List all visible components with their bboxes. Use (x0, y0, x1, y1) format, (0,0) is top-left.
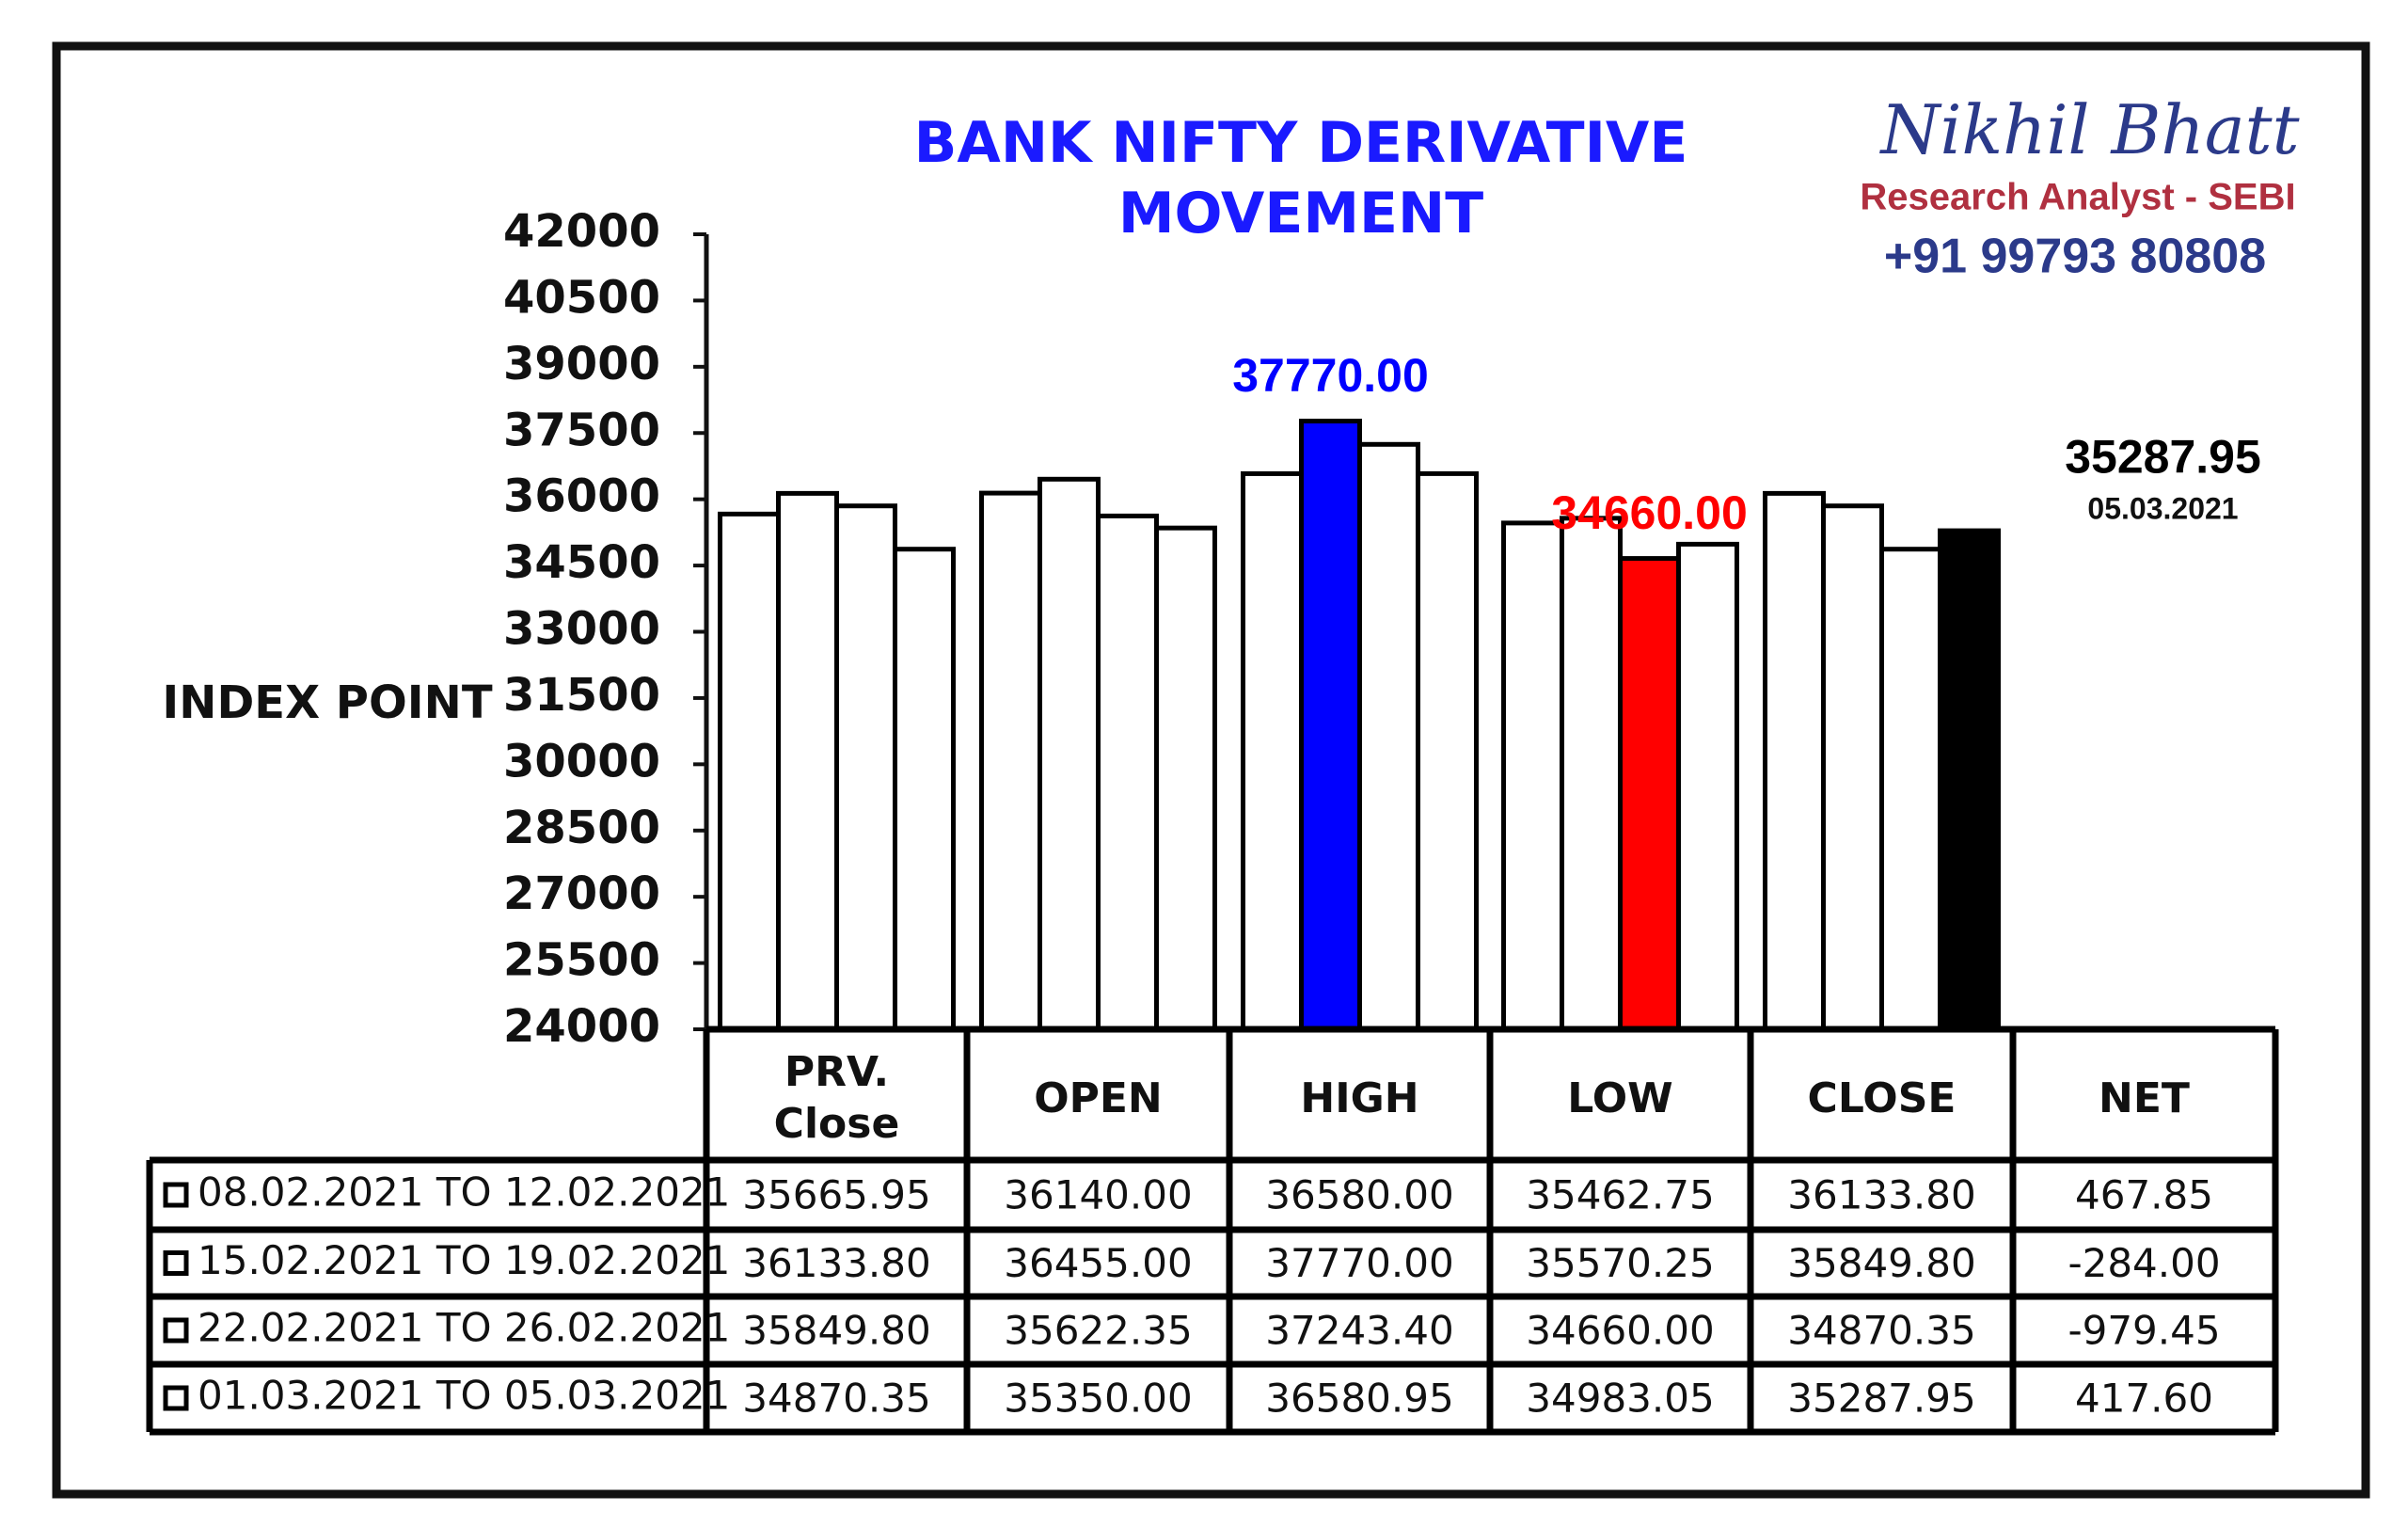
table-cell: 467.85 (2075, 1172, 2213, 1218)
y-tick-label: 36000 (503, 470, 660, 523)
table-cell: 35622.35 (1004, 1308, 1192, 1354)
bar (1676, 541, 1739, 1032)
bar (1938, 528, 2001, 1032)
bar (979, 490, 1042, 1032)
y-tick-label: 42000 (503, 205, 660, 258)
bar (1416, 470, 1479, 1032)
bar (1763, 490, 1826, 1032)
legend-marker (163, 1385, 189, 1411)
table-cell: 34870.35 (742, 1376, 930, 1422)
y-axis-label: INDEX POINT (162, 676, 492, 729)
y-tick-label: 40500 (503, 271, 660, 324)
row-header: 22.02.2021 TO 26.02.2021 (198, 1305, 730, 1351)
y-tick-label: 31500 (503, 669, 660, 722)
row-header: 08.02.2021 TO 12.02.2021 (198, 1169, 730, 1216)
table-cell: 36140.00 (1004, 1172, 1192, 1218)
bar (1501, 520, 1564, 1032)
table-cell: 35570.25 (1526, 1240, 1714, 1286)
y-tick-label: 24000 (503, 1000, 660, 1053)
y-tick-label: 25500 (503, 934, 660, 987)
bar (1096, 513, 1159, 1032)
bar (1154, 525, 1217, 1032)
value-label: 35287.95 (2065, 430, 2261, 483)
bar (834, 503, 897, 1032)
table-cell: -284.00 (2067, 1240, 2220, 1286)
chart-title: BANK NIFTY DERIVATIVE MOVEMENT (913, 110, 1688, 247)
brand-phone: +91 99793 80808 (1884, 230, 2266, 284)
legend-marker (163, 1182, 189, 1208)
table-cell: 34660.00 (1526, 1308, 1714, 1354)
table-cell: 36580.95 (1265, 1376, 1453, 1422)
column-header: LOW (1567, 1074, 1673, 1122)
y-tick-label: 27000 (503, 867, 660, 920)
table-cell: 37770.00 (1265, 1240, 1453, 1286)
table-cell: 36455.00 (1004, 1240, 1192, 1286)
bar (1560, 516, 1623, 1032)
y-tick-label: 33000 (503, 603, 660, 656)
column-header: NET (2099, 1074, 2190, 1122)
y-tick-label: 39000 (503, 338, 660, 390)
table-cell: 417.60 (2075, 1376, 2213, 1422)
y-tick-label: 30000 (503, 735, 660, 787)
table-cell: 36133.80 (742, 1240, 930, 1286)
bar (1299, 419, 1362, 1032)
table-cell: 34983.05 (1526, 1376, 1714, 1422)
table-cell: 35849.80 (1787, 1240, 1975, 1286)
column-header: CLOSE (1807, 1074, 1956, 1122)
table-cell: 36580.00 (1265, 1172, 1453, 1218)
value-label: 37770.00 (1232, 349, 1429, 402)
y-tick-label: 34500 (503, 536, 660, 589)
date-label: 05.03.2021 (2087, 492, 2238, 526)
table-cell: 37243.40 (1265, 1308, 1453, 1354)
frame (52, 41, 2370, 1499)
column-header: HIGH (1300, 1074, 1419, 1122)
table-cell: 34870.35 (1787, 1308, 1975, 1354)
table-cell: 35462.75 (1526, 1172, 1714, 1218)
bar (1357, 441, 1420, 1032)
brand-name: Nikhil Bhatt (1878, 90, 2300, 169)
table-cell: 35350.00 (1004, 1376, 1192, 1422)
bar (1618, 556, 1681, 1032)
table-cell: 35287.95 (1787, 1376, 1975, 1422)
bar (718, 511, 781, 1032)
bar (776, 490, 839, 1032)
table-cell: -979.45 (2067, 1308, 2220, 1354)
column-header: OPEN (1034, 1074, 1163, 1122)
y-tick-label: 28500 (503, 802, 660, 854)
table-cell: 35849.80 (742, 1308, 930, 1354)
legend-marker (163, 1317, 189, 1344)
bar (893, 547, 956, 1032)
bar (1879, 547, 1942, 1032)
y-tick-label: 37500 (503, 404, 660, 456)
bar (1038, 476, 1101, 1032)
row-header: 15.02.2021 TO 19.02.2021 (198, 1237, 730, 1283)
brand-role: Research Analyst - SEBI (1860, 177, 2295, 218)
bar (1241, 470, 1304, 1032)
legend-marker (163, 1250, 189, 1276)
bar (1821, 503, 1884, 1032)
table-cell: 35665.95 (742, 1172, 930, 1218)
row-header: 01.03.2021 TO 05.03.2021 (198, 1373, 730, 1419)
table-cell: 36133.80 (1787, 1172, 1975, 1218)
column-header: PRV. Close (773, 1048, 900, 1148)
value-label: 34660.00 (1551, 486, 1748, 539)
